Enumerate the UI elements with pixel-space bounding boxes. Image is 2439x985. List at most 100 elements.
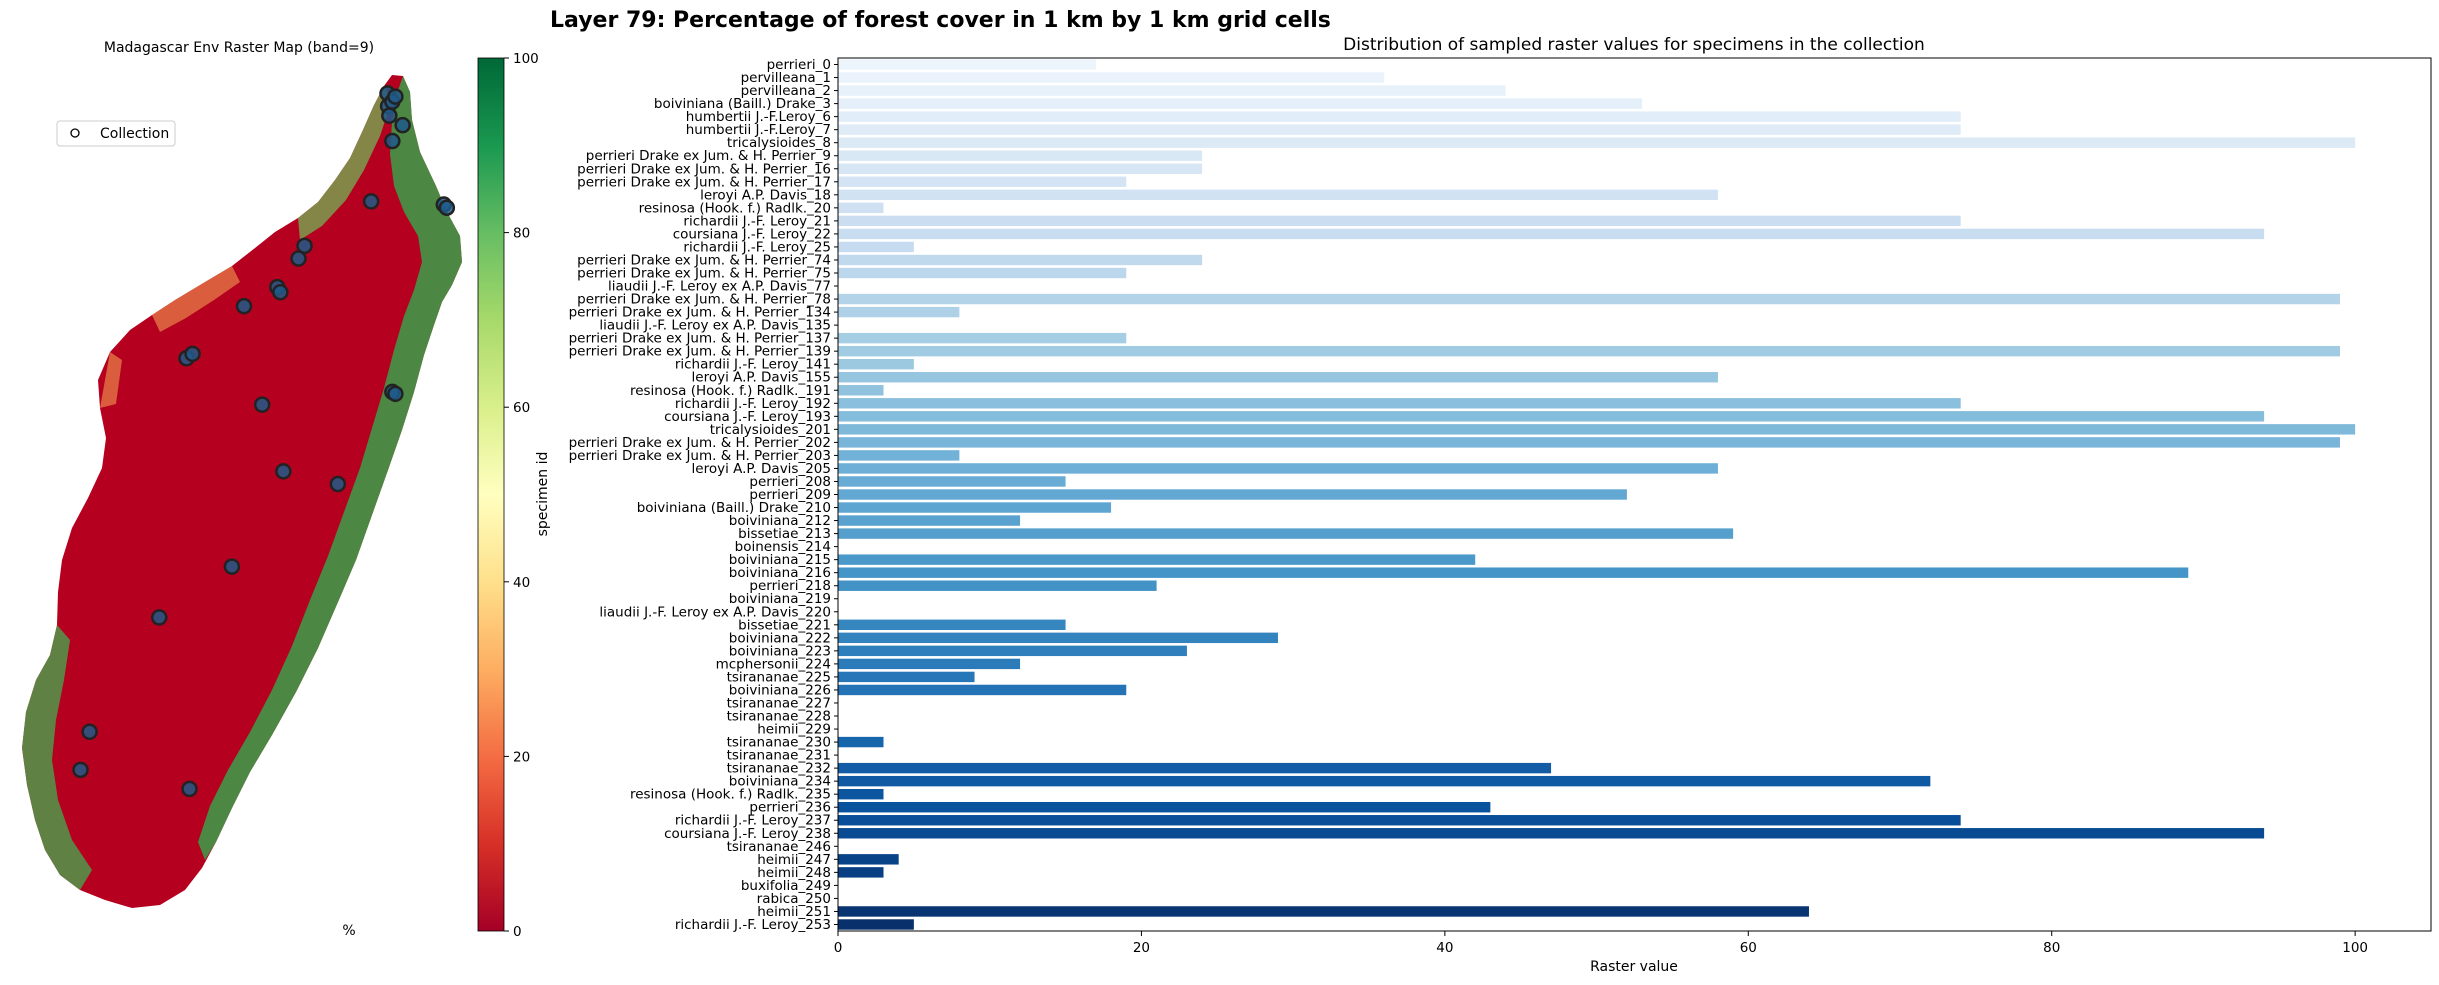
y-axis-label: specimen id: [535, 452, 551, 537]
y-tick-label: tricalysioides_201: [710, 422, 831, 438]
northern-forest-patches: [298, 86, 392, 240]
bar: [838, 345, 2340, 357]
bar: [838, 254, 1203, 266]
bar: [838, 424, 2356, 435]
colorbar-tick-label: 20: [513, 749, 530, 765]
y-tick-label: perrieri_0: [767, 57, 831, 73]
colorbar-unit-label: %: [342, 923, 355, 939]
bar: [838, 385, 884, 396]
colorbar-ticks: 0 20 40 60 80 100: [504, 51, 539, 940]
bar: [838, 489, 1627, 500]
y-tick-label: boiviniana_234: [729, 774, 831, 790]
x-tick-label: 20: [1133, 940, 1150, 956]
y-tick-label: boiviniana_223: [729, 643, 831, 659]
y-tick-label: boiviniana_216: [729, 565, 831, 581]
bar: [838, 124, 1961, 135]
y-tick-label: pervilleana_2: [741, 83, 831, 99]
y-tick-label: tsirananae_232: [727, 761, 831, 777]
y-tick-label: humbertii J.-F.Leroy_7: [686, 122, 831, 138]
y-tick-label: heimii_247: [757, 852, 831, 868]
y-tick-label: tsirananae_246: [727, 839, 831, 855]
y-tick-label: heimii_229: [757, 722, 831, 738]
collection-point: [275, 463, 292, 480]
bar: [838, 411, 2265, 422]
y-tick-label: buxifolia_249: [741, 878, 831, 894]
y-tick-label: perrieri Drake ex Jum. & H. Perrier_9: [586, 148, 831, 164]
map-title: Madagascar Env Raster Map (band=9): [104, 40, 374, 56]
y-tick-label: liaudii J.-F. Leroy ex A.P. Davis_77: [608, 279, 831, 295]
y-tick-label: bissetiae_213: [738, 526, 831, 542]
y-tick-label: perrieri_208: [749, 474, 831, 490]
collection-point: [387, 385, 404, 403]
bar: [838, 150, 1203, 161]
y-tick-label: perrieri Drake ex Jum. & H. Perrier_203: [569, 448, 831, 464]
y-tick-label: resinosa (Hook. f.) Radlk._191: [630, 383, 831, 399]
bar: [838, 867, 884, 878]
bar: [838, 267, 1127, 279]
x-tick-label: 100: [2342, 940, 2368, 956]
bar: [838, 736, 884, 748]
collection-point: [81, 723, 98, 740]
bar: [838, 228, 2265, 240]
y-tick-label: perrieri Drake ex Jum. & H. Perrier_137: [569, 331, 831, 347]
bar: [838, 59, 1096, 70]
bar: [838, 671, 975, 683]
collection-points: [72, 85, 456, 798]
bar: [838, 684, 1127, 696]
colorbar-tick-label: 0: [513, 924, 522, 940]
y-tick-label: perrieri Drake ex Jum. & H. Perrier_202: [569, 435, 831, 451]
bar: [838, 98, 1643, 109]
collection-point: [181, 780, 198, 798]
colorbar-tick-label: 60: [513, 400, 530, 416]
y-tick-label: perrieri Drake ex Jum. & H. Perrier_78: [577, 292, 831, 308]
chart-title: Distribution of sampled raster values fo…: [1343, 35, 1925, 55]
y-tick-label: mcphersonii_224: [716, 656, 831, 672]
y-tick-label: coursiana J.-F. Leroy_238: [664, 826, 831, 842]
y-tick-label: perrieri_236: [749, 800, 831, 816]
y-tick-label: liaudii J.-F. Leroy ex A.P. Davis_135: [599, 318, 831, 334]
y-tick-label: tsirananae_231: [727, 748, 831, 764]
y-tick-label: tricalysioides_8: [727, 135, 831, 151]
collection-point: [151, 609, 168, 626]
bar: [838, 332, 1127, 344]
y-tick-label: liaudii J.-F. Leroy ex A.P. Davis_220: [599, 604, 831, 620]
x-tick-label: 80: [2043, 940, 2060, 956]
y-tick-label: perrieri Drake ex Jum. & H. Perrier_75: [577, 265, 831, 281]
bar: [838, 554, 1476, 565]
bar: [838, 906, 1809, 917]
bar: [838, 919, 914, 930]
bar: [838, 358, 914, 370]
bar-chart-panel: Distribution of sampled raster values fo…: [535, 35, 2432, 975]
y-tick-label: boiviniana_219: [729, 591, 831, 607]
colorbar-tick-label: 80: [513, 226, 530, 242]
bar: [838, 658, 1021, 670]
y-tick-label: leroyi A.P. Davis_18: [700, 187, 831, 203]
bar: [838, 372, 1718, 383]
plot-frame: [837, 57, 2432, 932]
y-tick-label: tsirananae_230: [727, 735, 831, 751]
bar: [838, 176, 1127, 187]
y-tick-label: perrieri_218: [749, 578, 831, 594]
colorbar: 0 20 40 60 80 100: [477, 51, 539, 940]
collection-point: [362, 193, 380, 210]
collection-point: [387, 88, 404, 105]
y-tick-labels: perrieri_0pervilleana_1pervilleana_2boiv…: [569, 57, 838, 933]
eastern-forest-belt: [198, 76, 462, 860]
bar: [838, 111, 1961, 122]
bar: [838, 72, 1385, 83]
bar: [838, 189, 1718, 201]
bar: [838, 580, 1157, 591]
bar: [838, 163, 1203, 174]
bar: [838, 632, 1278, 644]
legend-marker: [70, 128, 80, 138]
y-tick-label: boiviniana (Baill.) Drake_210: [637, 500, 831, 516]
y-tick-label: richardii J.-F. Leroy_192: [675, 396, 831, 412]
bar: [838, 645, 1187, 657]
collection-point: [296, 237, 313, 255]
y-tick-label: richardii J.-F. Leroy_237: [675, 813, 831, 829]
bar: [838, 450, 960, 461]
x-tick-label: 0: [834, 940, 843, 956]
bar: [838, 85, 1506, 96]
western-forest-strip: [22, 625, 92, 890]
